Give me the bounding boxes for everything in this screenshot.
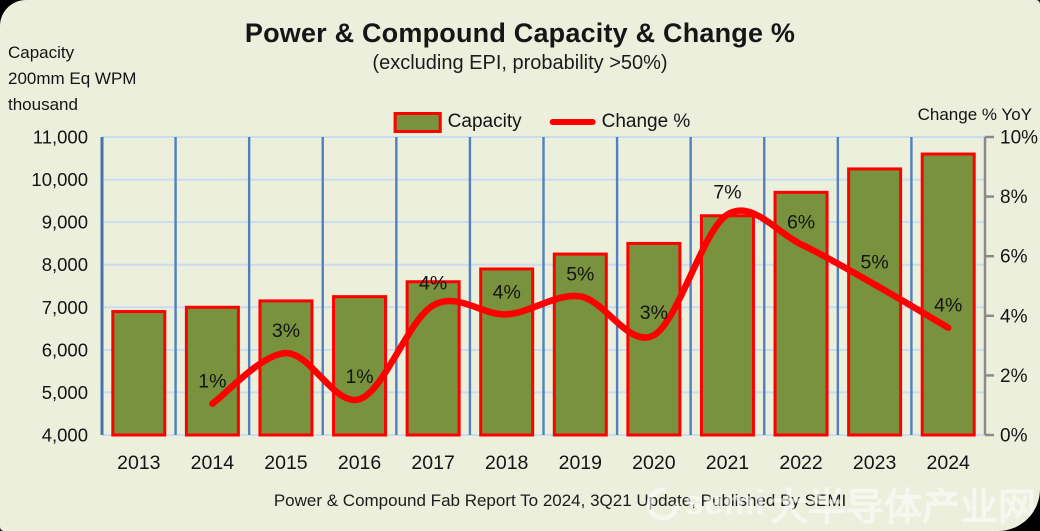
x-label-2022: 2022 <box>779 452 822 474</box>
chart-subtitle: (excluding EPI, probability >50%) <box>372 52 668 74</box>
x-label-2018: 2018 <box>485 452 528 474</box>
right-tick-8%: 8% <box>1000 187 1028 208</box>
chart-title: Power & Compound Capacity & Change % <box>244 18 796 48</box>
bar-2018 <box>479 267 535 437</box>
left-tick-9,000: 9,000 <box>42 212 88 233</box>
x-label-2020: 2020 <box>632 452 676 474</box>
x-label-2019: 2019 <box>559 452 602 474</box>
left-axis-title: Capacity 200mm Eq WPM thousand <box>8 40 136 118</box>
right-axis-title: Change % YoY <box>917 105 1032 124</box>
x-label-2023: 2023 <box>853 452 896 474</box>
vertical-gridlines <box>174 137 913 435</box>
point-label-2016: 1% <box>345 366 373 388</box>
left-tick-6,000: 6,000 <box>42 339 88 360</box>
capacity-legend-label: Capacity <box>447 111 522 132</box>
x-label-2013: 2013 <box>117 452 160 474</box>
point-label-2019: 5% <box>566 263 594 285</box>
left-tick-5,000: 5,000 <box>42 382 88 403</box>
point-label-2021: 7% <box>713 181 741 203</box>
bar-2024 <box>920 152 976 437</box>
point-label-2014: 1% <box>198 371 226 393</box>
right-tick-0%: 0% <box>1000 426 1028 447</box>
bar-2015 <box>258 299 314 437</box>
left-tick-8,000: 8,000 <box>42 254 88 275</box>
chart-legend: Capacity Change % <box>393 111 691 133</box>
point-label-2020: 3% <box>640 302 668 324</box>
x-label-2014: 2014 <box>191 452 235 474</box>
point-label-2023: 5% <box>861 252 889 274</box>
bar-2023 <box>847 167 903 437</box>
point-label-2022: 6% <box>787 211 815 233</box>
bar-2021 <box>699 214 755 437</box>
bar-2016 <box>332 295 388 437</box>
footer-source-note: Power & Compound Fab Report To 2024, 3Q2… <box>273 491 847 510</box>
right-tick-10%: 10% <box>1000 128 1038 149</box>
x-label-2024: 2024 <box>927 452 971 474</box>
x-label-2017: 2017 <box>411 452 454 474</box>
bar-2013 <box>111 310 167 437</box>
x-label-2021: 2021 <box>706 452 749 474</box>
left-tick-11,000: 11,000 <box>33 127 88 148</box>
capacity-bars <box>111 152 976 437</box>
point-label-2017: 4% <box>419 272 447 294</box>
point-label-2018: 4% <box>493 281 521 303</box>
x-label-2016: 2016 <box>338 452 381 474</box>
right-tick-2%: 2% <box>1000 366 1028 387</box>
bar-2020 <box>626 241 682 437</box>
left-axis-title-line1: Capacity <box>8 43 75 62</box>
left-tick-4,000: 4,000 <box>42 425 88 446</box>
x-label-2015: 2015 <box>264 452 308 474</box>
left-tick-7,000: 7,000 <box>42 297 88 318</box>
point-label-2015: 3% <box>272 320 300 342</box>
bar-2014 <box>184 305 240 437</box>
capacity-legend-swatch-icon <box>393 111 442 133</box>
right-tick-4%: 4% <box>1000 306 1028 327</box>
left-axis-title-line2: 200mm Eq WPM <box>8 69 137 88</box>
left-axis-title-line3: thousand <box>8 95 78 114</box>
right-axis <box>983 135 994 437</box>
change-legend-line-icon <box>549 119 596 125</box>
change-pct-line <box>209 207 952 407</box>
change-legend-label: Change % <box>601 111 691 132</box>
left-tick-10,000: 10,000 <box>31 169 88 190</box>
bar-2019 <box>552 252 608 437</box>
right-tick-6%: 6% <box>1000 247 1028 268</box>
point-label-2024: 4% <box>934 295 962 317</box>
